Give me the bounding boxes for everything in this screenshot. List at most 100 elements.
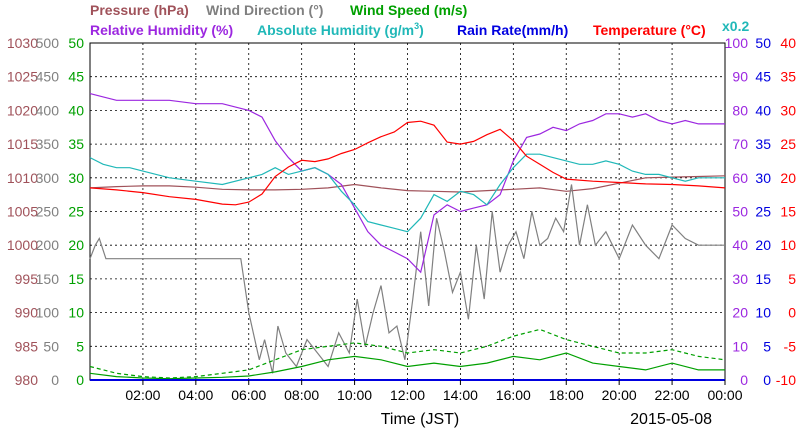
tick-label-wind-speed: 20	[68, 237, 84, 253]
x-axis-label: Time (JST)	[381, 411, 460, 428]
series-wind-speed-m-s	[89, 352, 725, 380]
tick-label-temperature: -5	[784, 338, 797, 354]
tick-label-rain-rate: 25	[755, 204, 771, 220]
legend-absolute-humidity-sup: 3	[414, 21, 419, 31]
tick-label-wind-speed: 50	[68, 35, 84, 51]
tick-label-wind-direction: 150	[36, 271, 60, 287]
tick-label-relative-humidity: 80	[732, 102, 748, 118]
tick-label-temperature: 15	[780, 204, 796, 220]
tick-label-pressure: 1010	[7, 170, 38, 186]
chart-date: 2015-05-08	[630, 411, 712, 428]
tick-label-pressure: 985	[15, 338, 39, 354]
tick-label-temperature: 40	[780, 35, 796, 51]
tick-label-relative-humidity: 90	[732, 69, 748, 85]
tick-label-wind-speed: 15	[68, 271, 84, 287]
legend-wind-direction: Wind Direction (°)	[206, 2, 323, 18]
x-tick-label: 14:00	[443, 387, 478, 403]
tick-label-wind-direction: 400	[36, 102, 60, 118]
tick-label-wind-speed: 35	[68, 136, 84, 152]
tick-label-relative-humidity: 10	[732, 338, 748, 354]
plot-grid	[90, 43, 725, 380]
tick-label-temperature: 5	[788, 271, 796, 287]
tick-label-temperature: 35	[780, 69, 796, 85]
x-axis-ticks: 02:00 04:00 06:00 08:00 10:00 12:00 14:00 16:00…	[125, 380, 743, 403]
tick-label-rain-rate: 35	[755, 136, 771, 152]
tick-label-pressure: 995	[15, 271, 39, 287]
tick-label-pressure: 1005	[7, 204, 38, 220]
tick-label-wind-direction: 50	[43, 338, 59, 354]
tick-label-relative-humidity: 70	[732, 136, 748, 152]
tick-label-wind-direction: 300	[36, 170, 60, 186]
tick-label-pressure: 1000	[7, 237, 38, 253]
series-wind-direction	[89, 184, 725, 374]
tick-label-wind-direction: 500	[36, 35, 60, 51]
tick-label-rain-rate: 40	[755, 102, 771, 118]
tick-label-wind-direction: 450	[36, 69, 60, 85]
legend-abs-humidity-scale: x0.2	[722, 18, 749, 34]
x-tick-label: 00:00	[707, 387, 742, 403]
tick-label-wind-speed: 25	[68, 204, 84, 220]
tick-label-rain-rate: 30	[755, 170, 771, 186]
tick-label-temperature: 0	[788, 305, 796, 321]
legend-absolute-humidity: Absolute Humidity (g/m3)	[257, 21, 424, 38]
tick-label-wind-direction: 0	[51, 372, 59, 388]
legend-pressure: Pressure (hPa)	[90, 2, 189, 18]
tick-label-pressure: 1020	[7, 102, 38, 118]
tick-label-pressure: 1025	[7, 69, 38, 85]
x-tick-label: 18:00	[549, 387, 584, 403]
tick-label-temperature: 10	[780, 237, 796, 253]
tick-label-rain-rate: 10	[755, 305, 771, 321]
tick-label-rain-rate: 45	[755, 69, 771, 85]
tick-label-relative-humidity: 100	[725, 35, 749, 51]
tick-label-wind-speed: 45	[68, 69, 84, 85]
tick-label-temperature: 20	[780, 170, 796, 186]
tick-label-rain-rate: 0	[763, 372, 771, 388]
axis-labels: 1030102510201015101010051000995990985980…	[7, 35, 796, 388]
plot-series	[89, 93, 726, 381]
tick-label-relative-humidity: 50	[732, 204, 748, 220]
tick-label-relative-humidity: 30	[732, 271, 748, 287]
series-temperature-c	[89, 120, 726, 206]
legend-absolute-humidity-close: )	[419, 22, 424, 38]
tick-label-pressure: 1030	[7, 35, 38, 51]
tick-label-temperature: 30	[780, 102, 796, 118]
legend-absolute-humidity-label: Absolute Humidity (g/m	[257, 22, 414, 38]
tick-label-wind-speed: 40	[68, 102, 84, 118]
legend-wind-speed: Wind Speed (m/s)	[350, 2, 467, 18]
legend-rain-rate: Rain Rate(mm/h)	[457, 22, 568, 38]
x-tick-label: 04:00	[178, 387, 213, 403]
x-tick-label: 06:00	[231, 387, 266, 403]
tick-label-wind-speed: 10	[68, 305, 84, 321]
tick-label-wind-direction: 350	[36, 136, 60, 152]
tick-label-wind-speed: 0	[76, 372, 84, 388]
tick-label-pressure: 1015	[7, 136, 38, 152]
x-tick-label: 10:00	[337, 387, 372, 403]
x-tick-label: 22:00	[655, 387, 690, 403]
x-tick-label: 02:00	[125, 387, 160, 403]
series-absolute-humidity-g-m3-x0-2	[89, 153, 725, 233]
tick-label-temperature: 25	[780, 136, 796, 152]
x-tick-label: 08:00	[284, 387, 319, 403]
tick-label-pressure: 980	[15, 372, 39, 388]
legend-temperature: Temperature (°C)	[593, 22, 706, 38]
series-pressure-hpa	[89, 175, 726, 193]
tick-label-wind-direction: 200	[36, 237, 60, 253]
tick-label-relative-humidity: 40	[732, 237, 748, 253]
legend-relative-humidity: Relative Humidity (%)	[90, 22, 233, 38]
tick-label-wind-speed: 30	[68, 170, 84, 186]
tick-label-wind-direction: 100	[36, 305, 60, 321]
tick-label-rain-rate: 50	[755, 35, 771, 51]
tick-label-wind-direction: 250	[36, 204, 60, 220]
tick-label-relative-humidity: 20	[732, 305, 748, 321]
series-relative-humidity	[89, 93, 725, 274]
tick-label-temperature: -10	[776, 372, 796, 388]
tick-label-pressure: 990	[15, 305, 39, 321]
tick-label-rain-rate: 5	[763, 338, 771, 354]
tick-label-relative-humidity: 60	[732, 170, 748, 186]
x-tick-label: 16:00	[496, 387, 531, 403]
x-tick-label: 20:00	[602, 387, 637, 403]
tick-label-rain-rate: 20	[755, 237, 771, 253]
series-wind-speed-gust-m-s	[89, 328, 726, 379]
tick-label-rain-rate: 15	[755, 271, 771, 287]
